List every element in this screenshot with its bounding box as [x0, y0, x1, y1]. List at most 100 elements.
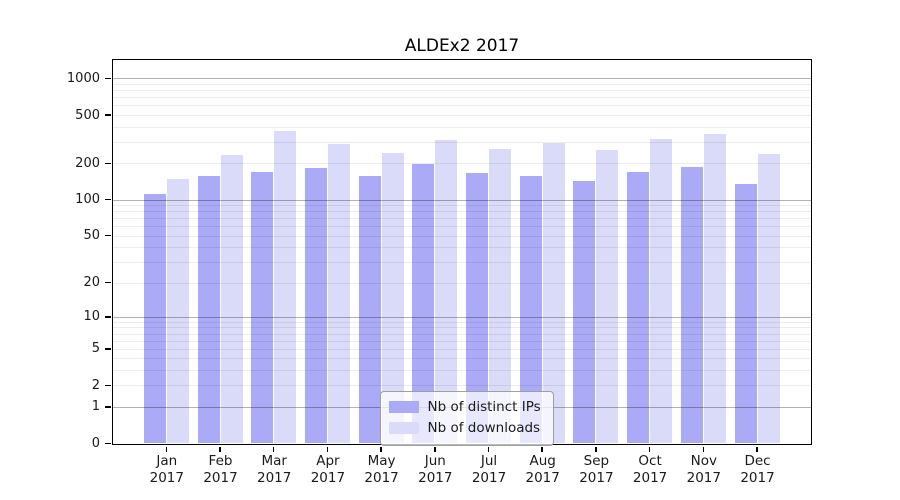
y-tick-label-1: 1: [91, 399, 100, 415]
y-tick-5: [104, 348, 111, 350]
bar-downloads-oct: [650, 138, 673, 444]
x-tick-label-feb: Feb 2017: [203, 453, 238, 486]
gridline-9: [112, 321, 811, 323]
bar-distinct-ips-nov: [680, 166, 703, 444]
gridline-70: [112, 218, 811, 220]
y-tick-1000: [104, 77, 111, 80]
x-tick-label-aug: Aug 2017: [525, 453, 560, 486]
bar-downloads-aug: [542, 143, 565, 444]
x-tick-jul: [487, 446, 490, 452]
y-tick-100: [104, 198, 111, 201]
x-tick-oct: [648, 446, 651, 452]
bar-distinct-ips-oct: [627, 171, 650, 444]
x-tick-may: [380, 446, 382, 452]
bar-downloads-jan: [166, 179, 189, 444]
x-tick-mar: [272, 446, 275, 452]
gridline-80: [112, 211, 811, 213]
bar-downloads-sep: [596, 149, 619, 444]
gridline-700: [112, 97, 811, 99]
bar-distinct-ips-jun: [412, 164, 435, 444]
y-tick-label-10: 10: [83, 309, 100, 325]
bar-distinct-ips-feb: [197, 175, 220, 444]
x-tick-dec: [756, 446, 758, 452]
y-tick-label-20: 20: [83, 275, 100, 291]
gridline-50: [112, 235, 811, 237]
bar-distinct-ips-dec: [734, 184, 757, 444]
bar-distinct-ips-aug: [519, 176, 542, 444]
y-tick-10: [104, 316, 111, 318]
gridline-300: [112, 141, 811, 143]
y-tick-1: [104, 406, 111, 408]
bar-distinct-ips-apr: [304, 168, 327, 444]
x-tick-aug: [541, 446, 543, 452]
bar-distinct-ips-jan: [143, 193, 166, 444]
gridline-3: [112, 370, 811, 372]
y-tick-0: [104, 442, 111, 445]
x-tick-label-dec: Dec 2017: [740, 453, 775, 486]
bars-layer: [113, 60, 811, 444]
gridline-900: [112, 83, 811, 85]
y-tick-label-500: 500: [75, 107, 100, 123]
x-tick-label-oct: Oct 2017: [632, 453, 668, 486]
gridline-2: [112, 385, 811, 387]
x-tick-label-jun: Jun 2017: [418, 453, 453, 486]
y-tick-label-100: 100: [75, 192, 100, 208]
bar-downloads-feb: [220, 154, 243, 444]
legend: Nb of distinct IPs Nb of downloads: [379, 390, 554, 446]
chart-title: ALDEx2 2017: [404, 36, 520, 56]
y-tick-label-200: 200: [75, 155, 100, 171]
legend-label-distinct-ips: Nb of distinct IPs: [427, 399, 541, 415]
gridline-500: [112, 115, 811, 116]
bar-downloads-dec: [757, 154, 780, 444]
gridline-5: [112, 348, 811, 350]
x-tick-jun: [434, 446, 436, 452]
gridline-1000: [112, 78, 811, 80]
x-tick-label-sep: Sep 2017: [579, 453, 614, 486]
legend-swatch-downloads: [388, 422, 419, 434]
bar-downloads-mar: [274, 131, 297, 444]
x-tick-label-jan: Jan 2017: [149, 453, 184, 486]
gridline-400: [112, 126, 811, 128]
y-tick-label-5: 5: [91, 341, 100, 357]
y-tick-500: [104, 114, 111, 116]
y-tick-20: [104, 281, 111, 284]
bar-downloads-jun: [435, 140, 458, 444]
gridline-600: [112, 105, 811, 107]
y-tick-label-1000: 1000: [66, 70, 100, 86]
bar-distinct-ips-sep: [573, 181, 596, 444]
gridline-7: [112, 333, 811, 335]
gridline-800: [112, 90, 811, 92]
plot-area: Nb of distinct IPs Nb of downloads: [104, 58, 812, 452]
y-tick-label-0: 0: [91, 436, 100, 451]
y-tick-label-2: 2: [91, 377, 100, 393]
x-tick-label-may: May 2017: [364, 453, 399, 486]
x-tick-label-mar: Mar 2017: [257, 453, 292, 486]
gridline-90: [112, 205, 811, 207]
x-tick-jan: [165, 446, 168, 452]
x-tick-sep: [595, 446, 597, 452]
bar-downloads-apr: [327, 144, 350, 444]
x-tick-apr: [326, 446, 329, 452]
bar-distinct-ips-may: [358, 175, 381, 444]
bar-downloads-may: [381, 153, 404, 444]
legend-label-downloads: Nb of downloads: [427, 420, 541, 436]
legend-entry-downloads: Nb of downloads: [388, 418, 541, 439]
x-tick-label-nov: Nov 2017: [686, 453, 721, 486]
gridline-60: [112, 226, 811, 228]
gridline-40: [112, 247, 811, 249]
x-tick-label-jul: Jul 2017: [471, 453, 507, 486]
x-tick-label-apr: Apr 2017: [310, 453, 346, 486]
x-tick-feb: [219, 446, 221, 452]
gridline-30: [112, 262, 811, 264]
gridline-20: [112, 282, 811, 284]
gridline-8: [112, 327, 811, 329]
gridline-6: [112, 340, 811, 342]
gridline-100: [112, 199, 811, 201]
gridline-4: [112, 358, 811, 360]
x-tick-nov: [702, 446, 705, 452]
legend-entry-distinct-ips: Nb of distinct IPs: [388, 397, 541, 418]
bar-distinct-ips-jul: [466, 172, 488, 444]
grid-layer: [112, 60, 811, 444]
bar-distinct-ips-mar: [251, 172, 274, 444]
